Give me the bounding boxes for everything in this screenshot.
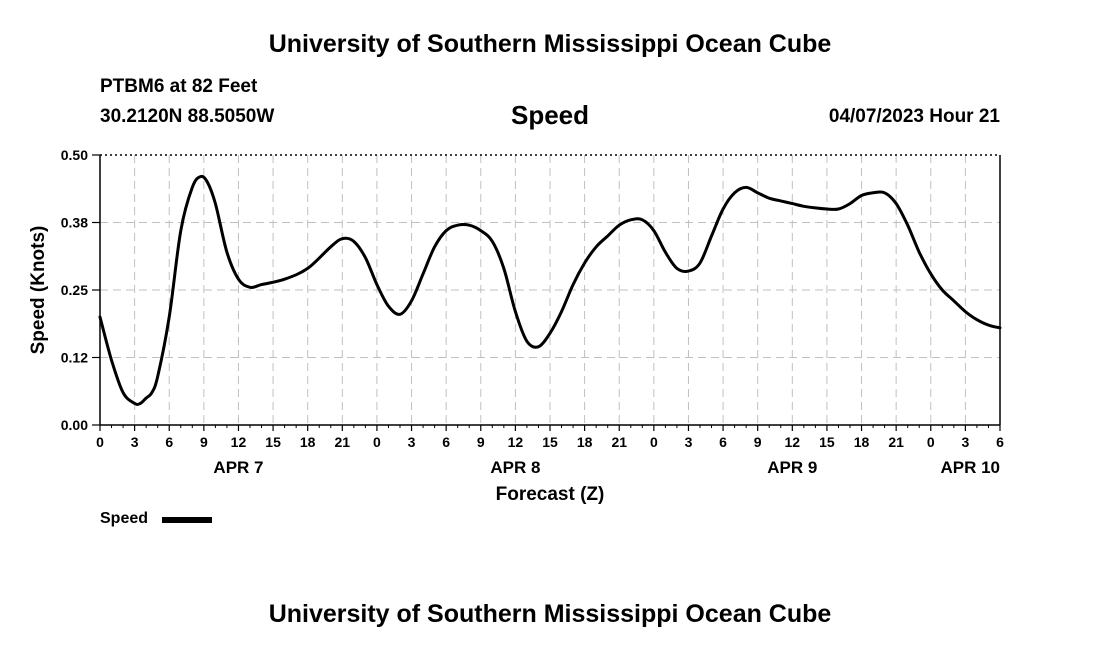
y-tick-label: 0.38 [61, 215, 88, 231]
x-tick-label: 3 [685, 434, 693, 450]
chart-title-bottom: University of Southern Mississippi Ocean… [268, 600, 832, 628]
x-tick-label: 15 [542, 434, 558, 450]
chart-title-top: University of Southern Mississippi Ocean… [268, 30, 832, 58]
x-tick-label: 3 [961, 434, 969, 450]
x-tick-label: 0 [927, 434, 935, 450]
x-date-label: APR 8 [490, 458, 540, 477]
x-date-label: APR 9 [767, 458, 817, 477]
legend-label: Speed [100, 510, 149, 527]
x-axis-label: Forecast (Z) [496, 484, 605, 505]
x-tick-label: 15 [265, 434, 281, 450]
x-tick-label: 9 [477, 434, 485, 450]
plot-title: Speed [510, 100, 590, 130]
legend-swatch [162, 517, 212, 523]
station-coords: 30.2120N 88.5050W [100, 106, 275, 127]
y-axis-label: Speed (Knots) [28, 226, 49, 355]
x-tick-label: 9 [754, 434, 762, 450]
x-tick-label: 3 [408, 434, 416, 450]
y-tick-label: 0.00 [61, 417, 88, 433]
x-tick-label: 6 [442, 434, 450, 450]
x-tick-label: 3 [131, 434, 139, 450]
y-tick-label: 0.25 [61, 282, 88, 298]
x-tick-label: 6 [165, 434, 173, 450]
x-date-label: APR 10 [940, 458, 1000, 477]
x-tick-label: 6 [996, 434, 1004, 450]
y-tick-label: 0.50 [61, 147, 88, 163]
x-tick-label: 6 [719, 434, 727, 450]
x-tick-label: 21 [888, 434, 904, 450]
y-tick-label: 0.12 [61, 350, 88, 366]
x-tick-label: 21 [611, 434, 627, 450]
x-date-label: APR 7 [213, 458, 263, 477]
x-tick-label: 12 [785, 434, 801, 450]
forecast-datetime: 04/07/2023 Hour 21 [828, 106, 1000, 127]
series-line-speed [98, 174, 1002, 406]
x-tick-label: 12 [508, 434, 524, 450]
x-tick-label: 18 [854, 434, 870, 450]
x-tick-label: 0 [650, 434, 658, 450]
x-tick-label: 0 [373, 434, 381, 450]
x-tick-label: 15 [819, 434, 835, 450]
x-tick-label: 0 [96, 434, 104, 450]
x-tick-label: 9 [200, 434, 208, 450]
x-tick-label: 21 [335, 434, 351, 450]
x-tick-label: 18 [577, 434, 593, 450]
station-label: PTBM6 at 82 Feet [100, 76, 258, 97]
x-tick-label: 12 [231, 434, 247, 450]
x-tick-label: 18 [300, 434, 316, 450]
speed-chart: 0 3 6 9 12 15 18 21 0 3 6 9 12 15 18 21 0 3 6 9 12 15 18 21 0 3 6 0… [28, 147, 1004, 505]
